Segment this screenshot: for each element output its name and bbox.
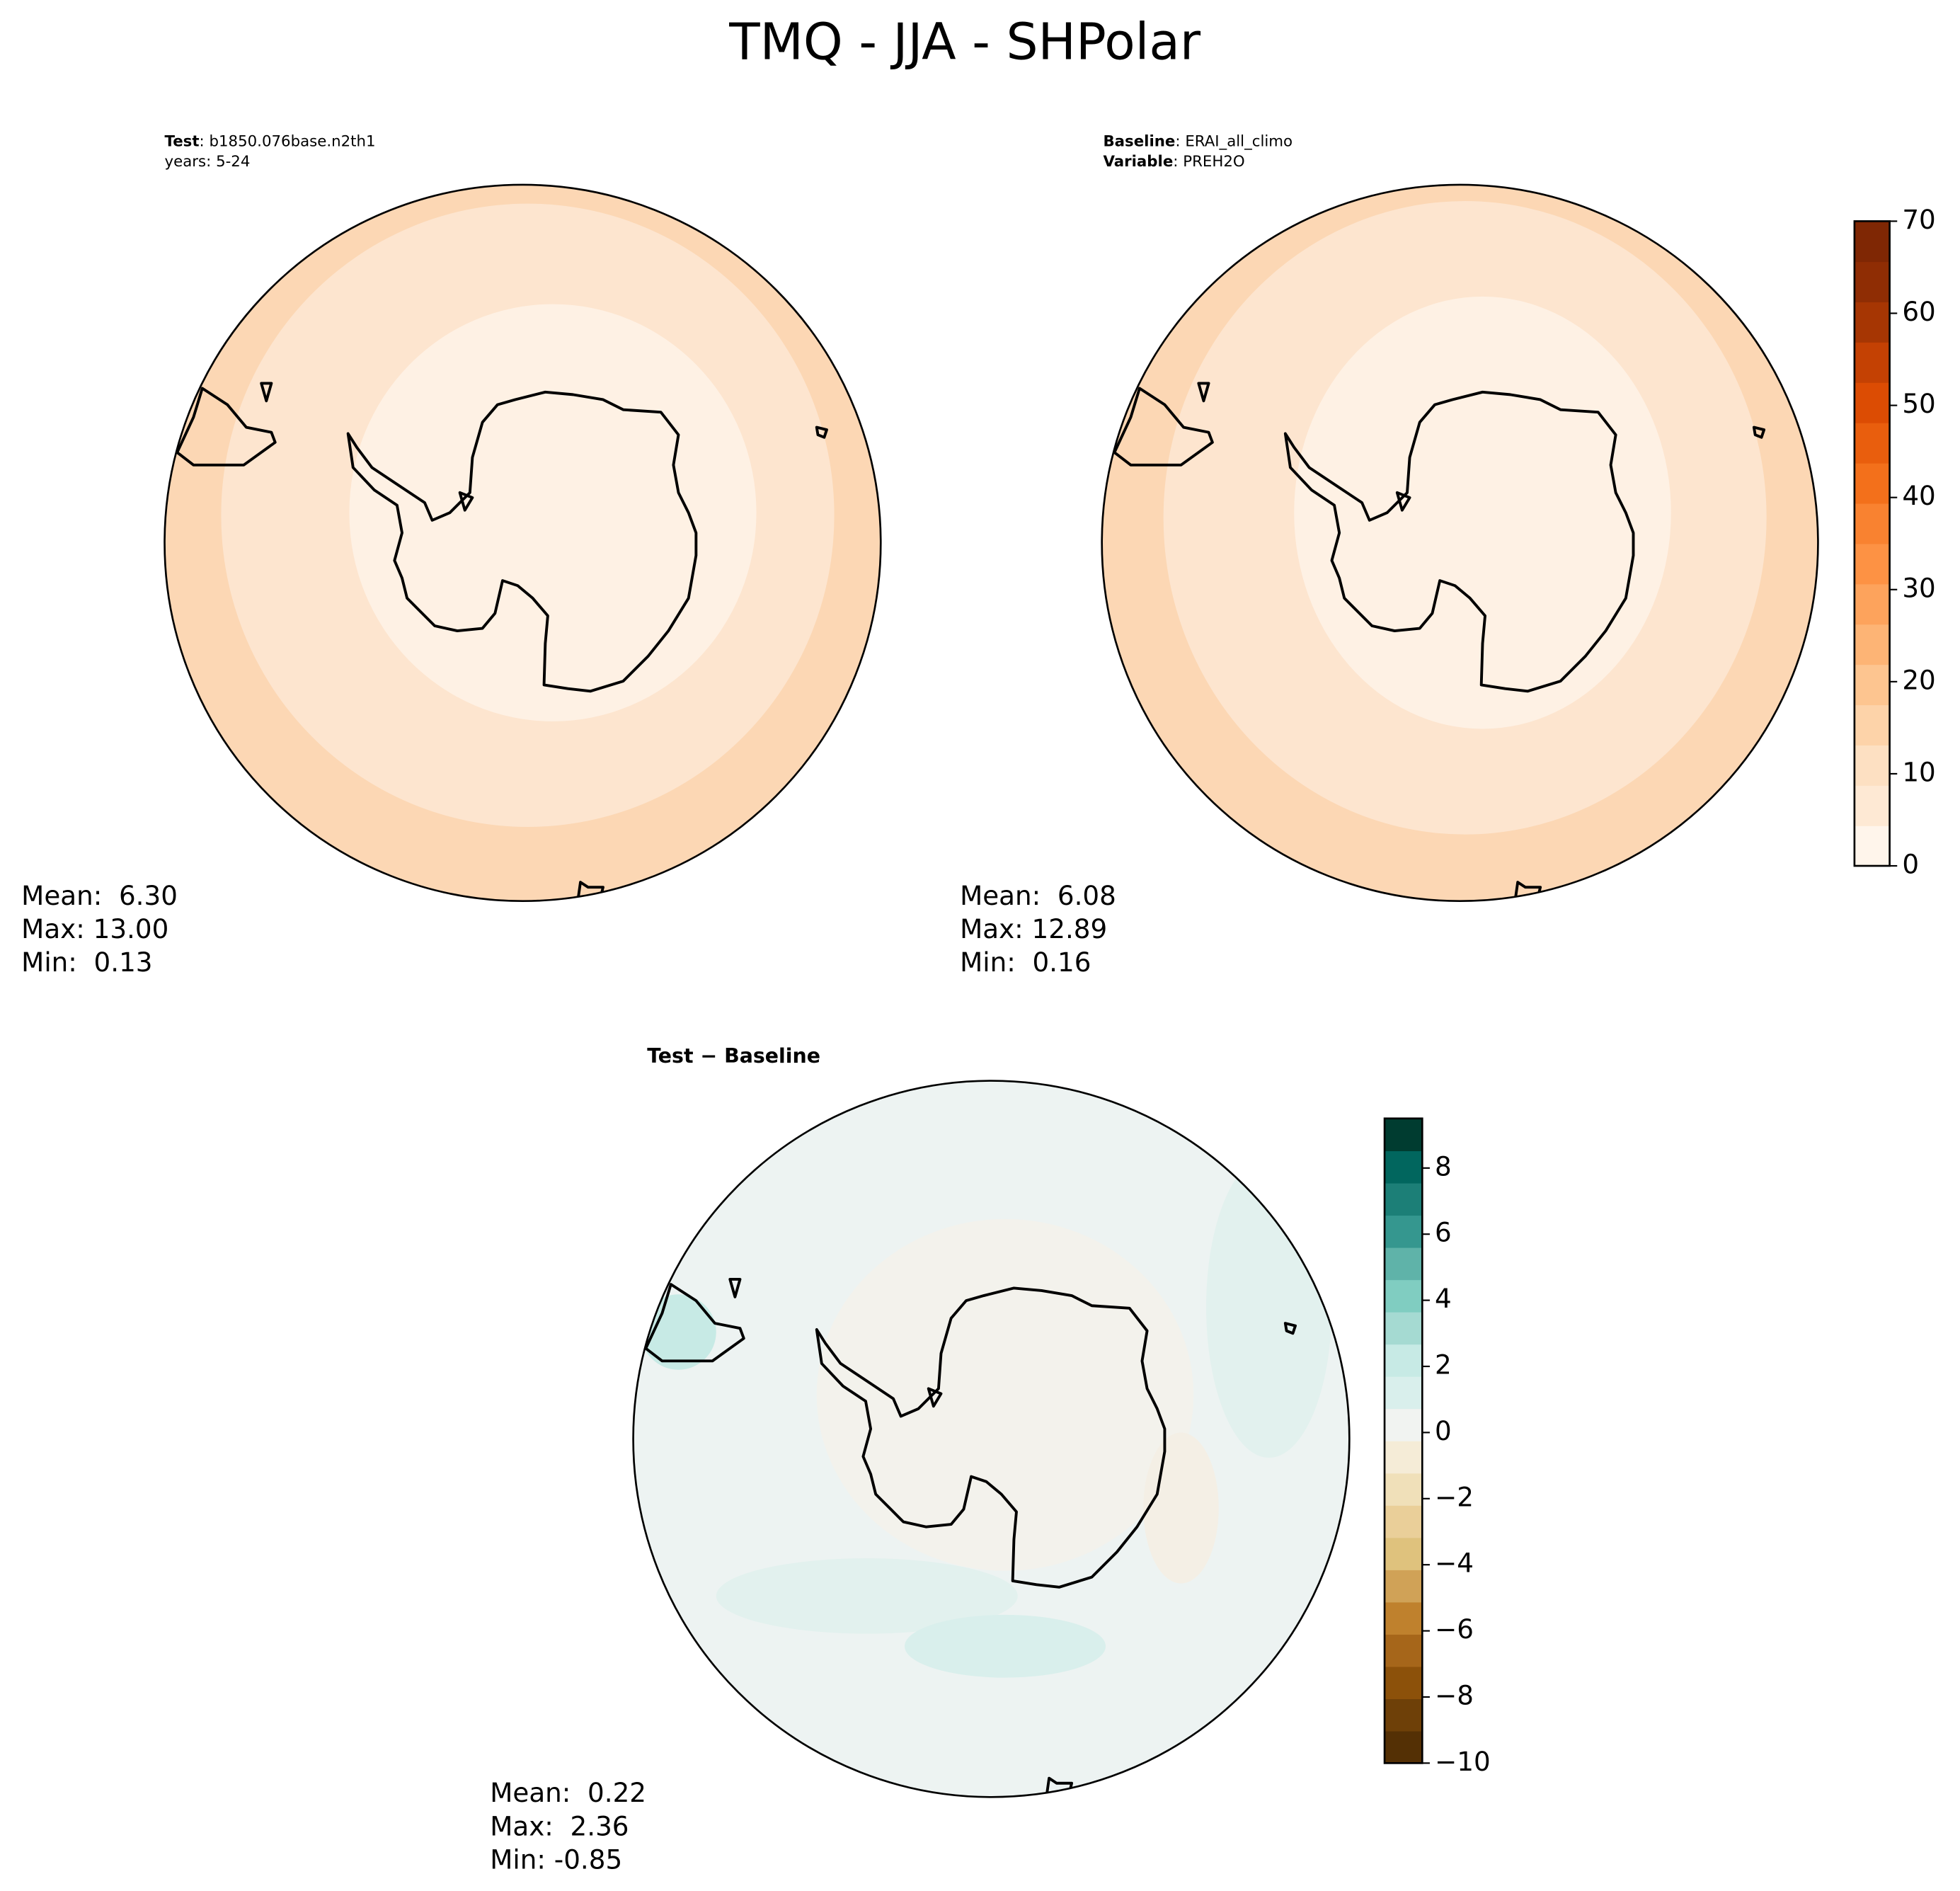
colorbar-band <box>1854 543 1890 585</box>
colorbar-band <box>1854 382 1890 423</box>
stat-line: Mean: 6.08 <box>960 880 1116 911</box>
panel-header: Test: b1850.076base.n2th1 <box>165 133 376 151</box>
stat-line: Mean: 0.22 <box>490 1777 646 1808</box>
map-boundary <box>1101 183 1819 903</box>
colorbar-band <box>1854 462 1890 504</box>
colorbar-band <box>1385 1279 1423 1313</box>
colorbar-band <box>1854 624 1890 665</box>
colorbar-tick-label: 50 <box>1902 388 1935 419</box>
colorbar-band <box>1385 1698 1423 1732</box>
colorbar-band <box>1385 1634 1423 1667</box>
colorbar-tick-label: −8 <box>1435 1679 1474 1710</box>
header-value: years: 5-24 <box>165 153 251 171</box>
colorbar-tick-label: 2 <box>1435 1349 1452 1381</box>
colorbar-band <box>1854 825 1890 867</box>
colorbar-band <box>1854 221 1890 263</box>
panel-title: Test − Baseline <box>647 1044 820 1068</box>
colorbar-band <box>1385 1215 1423 1248</box>
header-key: Test <box>165 133 200 151</box>
panel-header: years: 5-24 <box>165 153 251 171</box>
colorbar-tick-label: −6 <box>1435 1613 1474 1645</box>
colorbar-band <box>1385 1441 1423 1474</box>
colorbar-band <box>1385 1150 1423 1184</box>
colorbar-frame <box>1853 220 1891 867</box>
map-boundary <box>164 183 882 903</box>
colorbar-band <box>1385 1570 1423 1603</box>
colorbar-tick-label: −10 <box>1435 1746 1491 1777</box>
header-key: Variable <box>1103 153 1173 171</box>
colorbar-band <box>1385 1473 1423 1506</box>
header-key: Baseline <box>1103 133 1175 151</box>
colorbar-tick-label: 70 <box>1902 204 1935 235</box>
colorbar-band <box>1385 1118 1423 1152</box>
colorbar-tick-label: 0 <box>1902 849 1919 880</box>
colorbar-band <box>1854 342 1890 383</box>
colorbar-tick-label: 30 <box>1902 572 1935 603</box>
colorbar-tick-label: 10 <box>1902 756 1935 787</box>
figure-title: TMQ - JJA - SHPolar <box>728 12 1201 71</box>
colorbar-band <box>1385 1537 1423 1570</box>
colorbar-band <box>1854 302 1890 343</box>
colorbar-tick-label: 20 <box>1902 664 1935 695</box>
colorbar-frame <box>1383 1117 1423 1764</box>
colorbar-tick-label: −4 <box>1435 1548 1474 1579</box>
stat-line: Min: 0.16 <box>960 947 1091 978</box>
header-value: : b1850.076base.n2th1 <box>200 133 376 151</box>
stat-line: Min: -0.85 <box>490 1844 622 1875</box>
colorbar-band <box>1385 1666 1423 1700</box>
colorbar-band <box>1385 1730 1423 1764</box>
map-boundary <box>632 1080 1351 1798</box>
colorbar-band <box>1854 664 1890 706</box>
colorbar-band <box>1385 1247 1423 1281</box>
stat-line: Mean: 6.30 <box>21 880 178 911</box>
colorbar-band <box>1385 1408 1423 1441</box>
colorbar-tick-label: −2 <box>1435 1481 1474 1512</box>
map-fill <box>1101 184 1818 901</box>
panel-header: Variable: PREH2O <box>1103 153 1244 171</box>
colorbar-tick-label: 6 <box>1435 1217 1452 1248</box>
colorbar-band <box>1854 503 1890 544</box>
colorbar-band <box>1854 583 1890 625</box>
colorbar-band <box>1854 745 1890 786</box>
colorbar-band <box>1385 1376 1423 1410</box>
colorbar-tick-label: 8 <box>1435 1150 1452 1182</box>
map-fill <box>164 184 881 901</box>
colorbar-tick-label: 60 <box>1902 296 1935 327</box>
map-fill <box>633 1080 1350 1798</box>
colorbar-band <box>1385 1344 1423 1377</box>
colorbar-band <box>1854 422 1890 464</box>
stat-line: Max: 13.00 <box>21 913 168 944</box>
colorbar-band <box>1385 1505 1423 1538</box>
stat-line: Max: 12.89 <box>960 913 1107 944</box>
stat-line: Max: 2.36 <box>490 1810 629 1841</box>
colorbar-band <box>1854 261 1890 302</box>
colorbar-tick-label: 40 <box>1902 480 1935 511</box>
colorbar-tick-label: 0 <box>1435 1415 1452 1446</box>
panel-header: Baseline: ERAI_all_climo <box>1103 133 1293 151</box>
header-value: : PREH2O <box>1173 153 1244 171</box>
colorbar-band <box>1385 1182 1423 1216</box>
colorbar-band <box>1854 785 1890 826</box>
stat-line: Min: 0.13 <box>21 947 152 978</box>
header-value: : ERAI_all_climo <box>1175 133 1293 151</box>
colorbar-band <box>1385 1601 1423 1635</box>
colorbar-tick-label: 4 <box>1435 1283 1452 1314</box>
colorbar-band <box>1854 704 1890 745</box>
colorbar-band <box>1385 1311 1423 1345</box>
